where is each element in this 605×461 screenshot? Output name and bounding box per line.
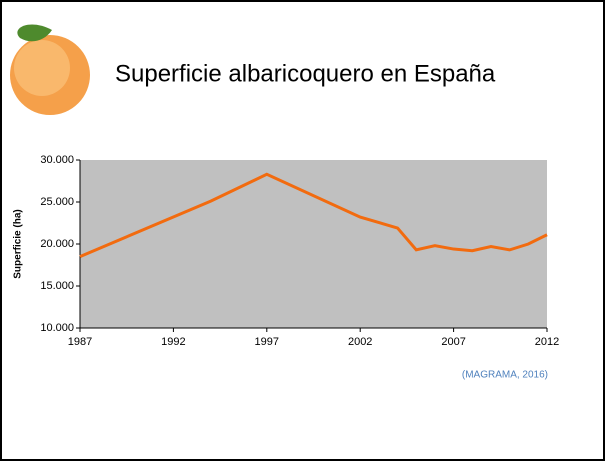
x-tick-label: 2002: [348, 336, 372, 348]
y-tick-label: 10.000: [40, 322, 74, 334]
x-tick-label: 2012: [535, 336, 559, 348]
y-tick-label: 30.000: [40, 154, 74, 166]
y-tick-label: 15.000: [40, 280, 74, 292]
page: Superficie albaricoquero en España 10.00…: [0, 0, 605, 461]
x-tick-label: 1992: [161, 336, 185, 348]
source-note: (MAGRAMA, 2016): [462, 370, 548, 381]
x-tick-label: 2007: [441, 336, 465, 348]
x-tick-label: 1987: [68, 336, 92, 348]
plot-area: [80, 160, 547, 328]
y-axis-label: Superficie (ha): [13, 209, 24, 278]
chart: 10.000 15.000 20.000 25.000 30.000 1987 1992 19…: [13, 154, 560, 348]
slide-title: Superficie albaricoquero en España: [115, 60, 496, 87]
slide: Superficie albaricoquero en España 10.00…: [0, 0, 605, 461]
x-tick-label: 1997: [255, 336, 279, 348]
y-tick-label: 20.000: [40, 238, 74, 250]
y-tick-label: 25.000: [40, 196, 74, 208]
